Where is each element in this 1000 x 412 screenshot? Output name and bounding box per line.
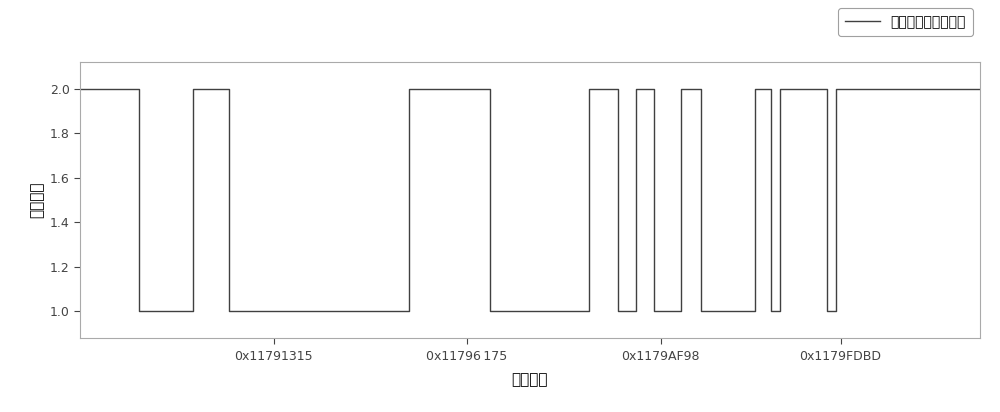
模拟太敏互校验标志	[582, 86, 594, 91]
模拟太敏互校验标志	[222, 309, 234, 314]
模拟太敏互校验标志	[186, 309, 198, 314]
模拟太敏互校验标志	[582, 309, 594, 314]
模拟太敏互校验标志	[402, 86, 415, 91]
模拟太敏互校验标志	[74, 86, 86, 91]
模拟太敏互校验标志	[830, 309, 842, 314]
模拟太敏互校验标志	[821, 86, 833, 91]
模拟太敏互校验标志	[222, 86, 234, 91]
模拟太敏互校验标志	[648, 86, 660, 91]
模拟太敏互校验标志	[612, 86, 624, 91]
模拟太敏互校验标志	[186, 86, 198, 91]
模拟太敏互校验标志	[630, 309, 642, 314]
模拟太敏互校验标志	[675, 309, 687, 314]
模拟太敏互校验标志	[974, 86, 986, 91]
模拟太敏互校验标志	[695, 86, 707, 91]
Y-axis label: 有效标志: 有效标志	[29, 182, 44, 218]
模拟太敏互校验标志	[402, 309, 415, 314]
模拟太敏互校验标志	[484, 309, 496, 314]
模拟太敏互校验标志	[675, 86, 687, 91]
X-axis label: 时间积秒: 时间积秒	[512, 372, 548, 387]
模拟太敏互校验标志	[774, 86, 786, 91]
Line: 模拟太敏互校验标志: 模拟太敏互校验标志	[80, 89, 980, 311]
模拟太敏互校验标志	[648, 309, 660, 314]
模拟太敏互校验标志	[612, 309, 624, 314]
模拟太敏互校验标志	[830, 86, 842, 91]
模拟太敏互校验标志	[774, 309, 786, 314]
模拟太敏互校验标志	[749, 309, 761, 314]
模拟太敏互校验标志	[630, 86, 642, 91]
模拟太敏互校验标志	[484, 86, 496, 91]
模拟太敏互校验标志	[132, 86, 145, 91]
模拟太敏互校验标志	[132, 309, 145, 314]
模拟太敏互校验标志	[749, 86, 761, 91]
Legend: 模拟太敏互校验标志: 模拟太敏互校验标志	[838, 8, 973, 36]
模拟太敏互校验标志	[765, 86, 777, 91]
模拟太敏互校验标志	[695, 309, 707, 314]
模拟太敏互校验标志	[765, 309, 777, 314]
模拟太敏互校验标志	[821, 309, 833, 314]
